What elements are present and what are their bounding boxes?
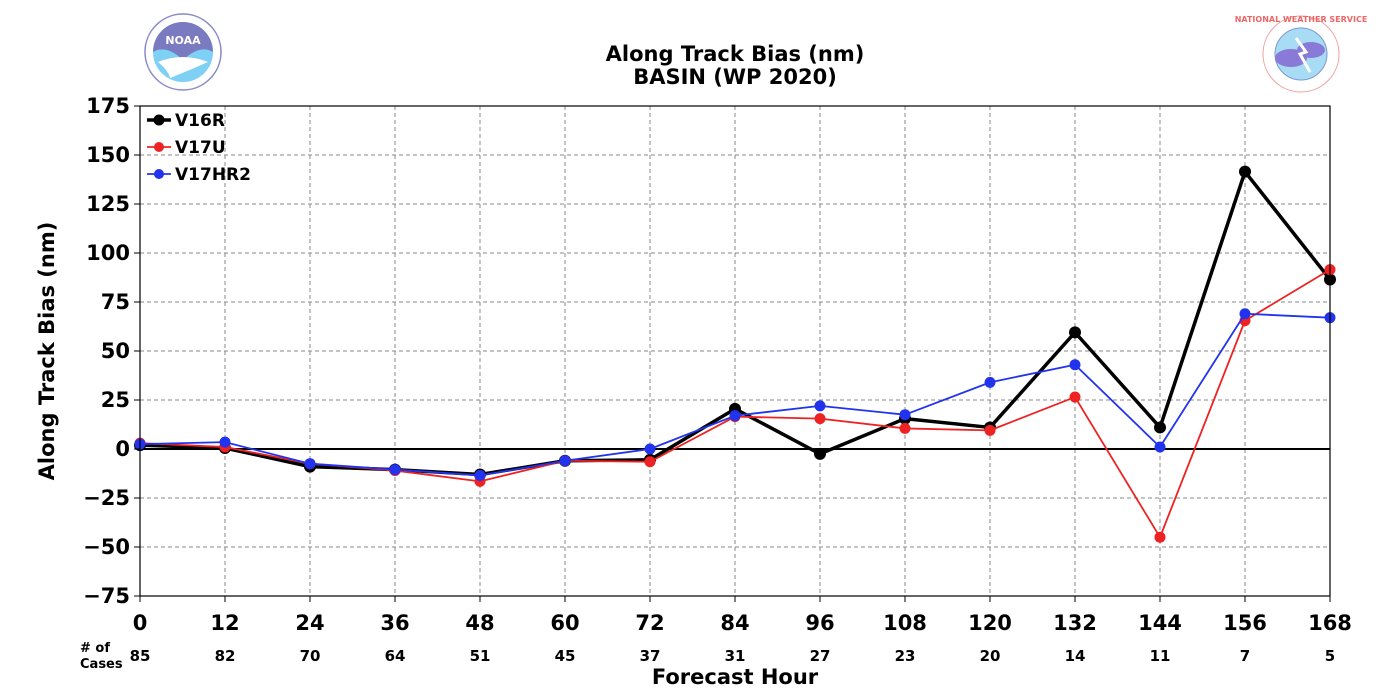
grid-lines	[140, 106, 1330, 596]
legend-label-V17U: V17U	[175, 138, 226, 158]
legend-label-V17HR2: V17HR2	[175, 165, 251, 185]
case-count-96: 27	[810, 647, 831, 665]
x-tick-label-60: 60	[550, 611, 579, 635]
x-tick-labels: 0 12 24 36 48 60 72 84 96 108 120 132 144 156 168	[133, 596, 1352, 635]
data-point-V16R-156	[1239, 165, 1251, 178]
x-tick-label-168: 168	[1308, 611, 1352, 635]
x-tick-label-24: 24	[295, 611, 324, 635]
x-tick-label-72: 72	[635, 611, 664, 635]
y-tick-label--50: −50	[83, 535, 130, 559]
case-count-12: 82	[215, 647, 236, 665]
y-axis-label: Along Track Bias (nm)	[35, 222, 59, 481]
y-tick-label-25: 25	[101, 388, 130, 412]
data-point-V16R-132	[1069, 326, 1081, 339]
case-counts: 85 82 70 64 51 45 37 31 27 23 20 14 11 7 5	[130, 647, 1336, 665]
case-count-72: 37	[640, 647, 661, 665]
y-tick-label-150: 150	[86, 143, 130, 167]
data-point-V17HR2-108	[899, 409, 911, 421]
case-count-60: 45	[555, 647, 576, 665]
y-tick-label--25: −25	[83, 486, 130, 510]
case-count-36: 64	[385, 647, 406, 665]
nws-logo-text: NATIONAL WEATHER SERVICE	[1235, 15, 1368, 24]
legend-marker-V16R	[153, 114, 165, 126]
x-tick-label-12: 12	[210, 611, 239, 635]
data-point-V17HR2-96	[814, 400, 826, 412]
series-V17HR2	[134, 308, 1336, 481]
y-tick-label-50: 50	[101, 339, 130, 363]
chart-subtitle: BASIN (WP 2020)	[633, 65, 837, 89]
case-count-0: 85	[130, 647, 151, 665]
y-tick-label-75: 75	[101, 290, 130, 314]
nws-logo-icon: NATIONAL WEATHER SERVICE	[1235, 15, 1368, 93]
y-tick-label-0: 0	[115, 437, 130, 461]
x-tick-label-156: 156	[1223, 611, 1267, 635]
chart-title: Along Track Bias (nm)	[606, 42, 865, 66]
case-count-108: 23	[895, 647, 916, 665]
case-count-24: 70	[300, 647, 321, 665]
legend-entry-V17HR2: V17HR2	[147, 165, 251, 185]
x-tick-label-96: 96	[805, 611, 834, 635]
data-point-V17HR2-156	[1239, 308, 1251, 320]
cases-label-line2: Cases	[80, 657, 123, 672]
y-tick-labels: −75 −50 −25 0 25 50 75 100 125 150 175	[83, 94, 140, 608]
legend-entry-V16R: V16R	[147, 111, 225, 131]
data-point-V17HR2-48	[474, 469, 486, 481]
x-tick-label-48: 48	[465, 611, 494, 635]
legend: V16R V17U V17HR2	[147, 111, 251, 185]
x-axis-label: Forecast Hour	[652, 665, 819, 689]
case-count-168: 5	[1325, 647, 1335, 665]
data-point-V16R-96	[814, 447, 826, 460]
noaa-logo-icon: NOAA	[144, 13, 222, 91]
data-point-V17HR2-12	[219, 436, 231, 448]
y-tick-label-175: 175	[86, 94, 130, 118]
data-point-V16R-144	[1154, 421, 1166, 434]
case-count-132: 14	[1065, 647, 1086, 665]
data-point-V17U-72	[644, 456, 656, 468]
x-tick-label-144: 144	[1138, 611, 1182, 635]
data-point-V17HR2-120	[984, 376, 996, 388]
cases-label-line1: # of	[80, 641, 110, 656]
data-point-V17HR2-60	[559, 455, 571, 467]
data-point-V17U-144	[1154, 531, 1166, 543]
x-tick-label-132: 132	[1053, 611, 1097, 635]
case-count-144: 11	[1150, 647, 1171, 665]
case-count-48: 51	[470, 647, 491, 665]
x-tick-label-120: 120	[968, 611, 1012, 635]
legend-marker-V17U	[154, 142, 164, 152]
case-count-120: 20	[980, 647, 1001, 665]
x-tick-label-84: 84	[720, 611, 749, 635]
y-tick-label--75: −75	[83, 584, 130, 608]
data-point-V17HR2-36	[389, 464, 401, 476]
case-count-84: 31	[725, 647, 746, 665]
series-lines	[134, 165, 1336, 543]
data-point-V17HR2-144	[1154, 441, 1166, 453]
legend-label-V16R: V16R	[175, 111, 225, 131]
y-tick-label-100: 100	[86, 241, 130, 265]
x-tick-label-36: 36	[380, 611, 409, 635]
data-point-V17HR2-84	[729, 410, 741, 422]
data-point-V17U-108	[899, 422, 911, 434]
y-tick-label-125: 125	[86, 192, 130, 216]
data-point-V17U-132	[1069, 391, 1081, 403]
x-tick-label-108: 108	[883, 611, 927, 635]
legend-entry-V17U: V17U	[147, 138, 226, 158]
case-count-156: 7	[1240, 647, 1250, 665]
data-point-V17U-120	[984, 424, 996, 436]
legend-marker-V17HR2	[154, 169, 164, 179]
data-point-V17HR2-24	[304, 458, 316, 470]
noaa-logo-text: NOAA	[165, 34, 201, 47]
data-point-V17HR2-132	[1069, 359, 1081, 371]
data-point-V17U-96	[814, 413, 826, 425]
data-point-V17HR2-72	[644, 443, 656, 455]
x-tick-label-0: 0	[133, 611, 148, 635]
